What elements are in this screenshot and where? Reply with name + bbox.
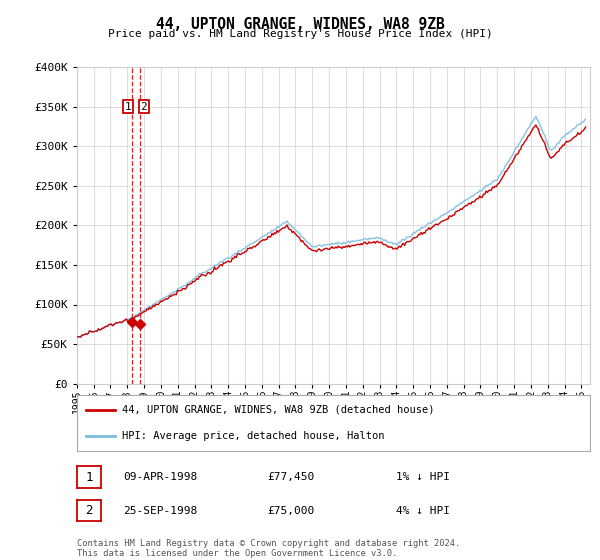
- Text: 4% ↓ HPI: 4% ↓ HPI: [396, 506, 450, 516]
- Text: 44, UPTON GRANGE, WIDNES, WA8 9ZB (detached house): 44, UPTON GRANGE, WIDNES, WA8 9ZB (detac…: [122, 405, 434, 415]
- Text: 09-APR-1998: 09-APR-1998: [123, 472, 197, 482]
- Text: £75,000: £75,000: [267, 506, 314, 516]
- Text: 1: 1: [124, 102, 131, 112]
- Text: HPI: Average price, detached house, Halton: HPI: Average price, detached house, Halt…: [122, 431, 385, 441]
- Text: £77,450: £77,450: [267, 472, 314, 482]
- Text: 2: 2: [85, 504, 92, 517]
- Text: 2: 2: [140, 102, 147, 112]
- Text: Contains HM Land Registry data © Crown copyright and database right 2024.
This d: Contains HM Land Registry data © Crown c…: [77, 539, 460, 558]
- Text: Price paid vs. HM Land Registry's House Price Index (HPI): Price paid vs. HM Land Registry's House …: [107, 29, 493, 39]
- Text: 1% ↓ HPI: 1% ↓ HPI: [396, 472, 450, 482]
- Text: 44, UPTON GRANGE, WIDNES, WA8 9ZB: 44, UPTON GRANGE, WIDNES, WA8 9ZB: [155, 17, 445, 32]
- Text: 25-SEP-1998: 25-SEP-1998: [123, 506, 197, 516]
- Text: 1: 1: [85, 470, 92, 484]
